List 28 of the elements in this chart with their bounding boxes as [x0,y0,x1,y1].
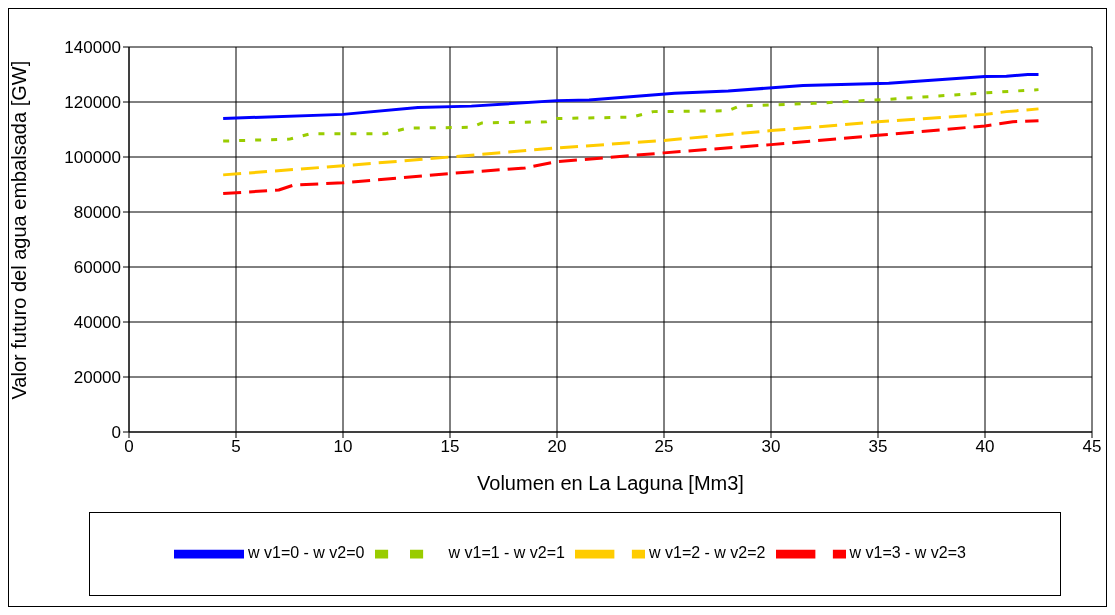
y-tick-label: 100000 [64,148,121,168]
x-tick-label: 35 [868,437,888,457]
y-tick-label: 40000 [73,313,121,333]
y-tick-label: 140000 [64,38,121,58]
x-tick-label: 5 [231,437,241,457]
line-series [221,119,1040,196]
y-tick-label: 0 [111,423,121,443]
x-tick-label: 30 [761,437,781,457]
legend-label: w v1=3 - w v2=3 [849,544,966,562]
y-tick-label: 80000 [73,203,121,223]
x-axis-title: Volumen en La Laguna [Mm3] [477,472,744,494]
x-tick-label: 10 [333,437,353,457]
x-tick-label: 45 [1082,437,1102,457]
line-series [221,107,1040,177]
line-series [221,73,1040,120]
legend-label: w v1=1 - w v2=1 [448,544,565,562]
x-tick-label: 25 [654,437,674,457]
x-tick-label: 40 [975,437,995,457]
x-tick-label: 15 [440,437,460,457]
y-tick-label: 20000 [73,368,121,388]
x-tick-label: 0 [124,437,134,457]
legend-label: w v1=2 - w v2=2 [649,544,766,562]
legend-label: w v1=0 - w v2=0 [248,544,365,562]
y-axis-title: Valor futuro del agua embalsada [GW] [8,60,31,400]
y-tick-label: 120000 [64,93,121,113]
line-series [221,88,1040,143]
y-tick-label: 60000 [73,258,121,278]
x-tick-label: 20 [547,437,567,457]
